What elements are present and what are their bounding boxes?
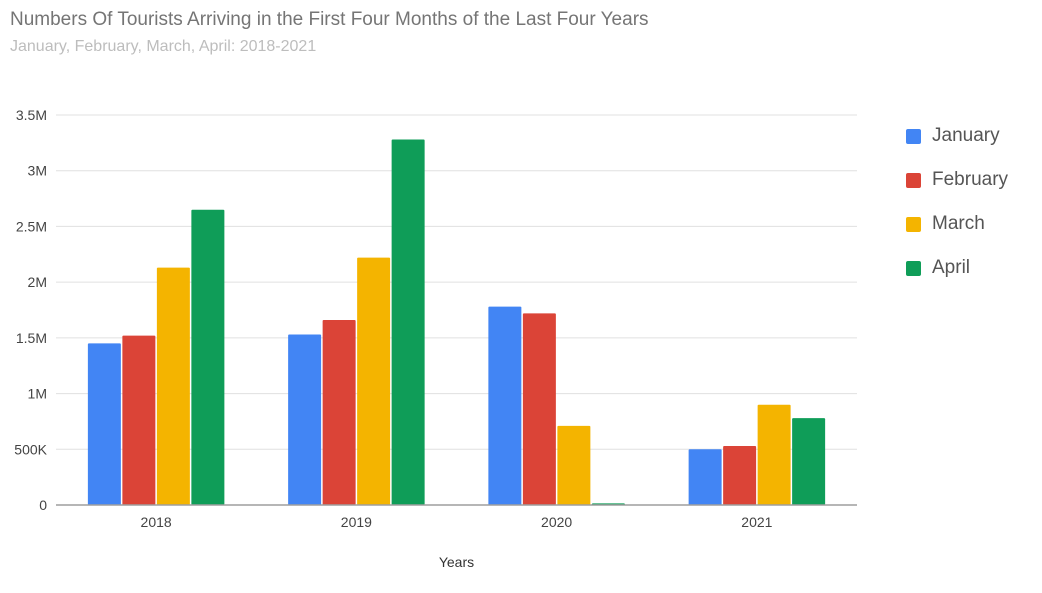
x-tick-label: 2020 <box>541 514 572 530</box>
legend-item-march: March <box>906 202 1008 246</box>
bar-february-2020 <box>522 313 556 505</box>
bar-march-2019 <box>357 257 391 505</box>
chart-legend: January February March April <box>906 114 1008 290</box>
legend-label: April <box>932 257 971 278</box>
bar-february-2018 <box>122 335 156 505</box>
bar-january-2019 <box>288 334 322 505</box>
y-tick-label: 2.5M <box>16 218 47 234</box>
legend-swatch <box>906 216 921 232</box>
bar-april-2021 <box>792 418 826 505</box>
x-tick-label: 2019 <box>341 514 372 530</box>
bar-march-2020 <box>557 425 591 505</box>
bar-april-2019 <box>391 139 425 505</box>
x-axis-title: Years <box>439 554 474 570</box>
legend-label: March <box>932 213 985 234</box>
chart-title: Numbers Of Tourists Arriving in the Firs… <box>10 9 649 30</box>
bar-january-2020 <box>488 306 522 505</box>
y-tick-label: 3M <box>28 163 47 179</box>
bar-february-2019 <box>322 320 356 505</box>
y-tick-label: 500K <box>14 441 47 457</box>
chart-subtitle: January, February, March, April: 2018-20… <box>10 38 317 55</box>
y-tick-label: 1M <box>28 386 47 402</box>
bar-march-2018 <box>156 267 190 505</box>
y-tick-label: 3.5M <box>16 107 47 123</box>
legend-item-january: January <box>906 114 1008 158</box>
legend-swatch <box>906 172 921 188</box>
x-tick-label: 2018 <box>141 514 172 530</box>
y-tick-label: 0 <box>39 497 47 513</box>
legend-item-april: April <box>906 246 1008 290</box>
legend-label: February <box>932 169 1009 190</box>
bar-april-2018 <box>191 209 225 505</box>
bar-march-2021 <box>757 404 791 505</box>
bar-january-2021 <box>688 449 722 505</box>
bar-january-2018 <box>87 343 121 505</box>
legend-label: January <box>932 125 1000 146</box>
y-tick-label: 2M <box>28 274 47 290</box>
bar-february-2021 <box>723 445 757 505</box>
legend-item-february: February <box>906 158 1008 202</box>
y-tick-label: 1.5M <box>16 330 47 346</box>
legend-swatch <box>906 128 921 144</box>
legend-swatch <box>906 260 921 276</box>
x-tick-label: 2021 <box>741 514 772 530</box>
